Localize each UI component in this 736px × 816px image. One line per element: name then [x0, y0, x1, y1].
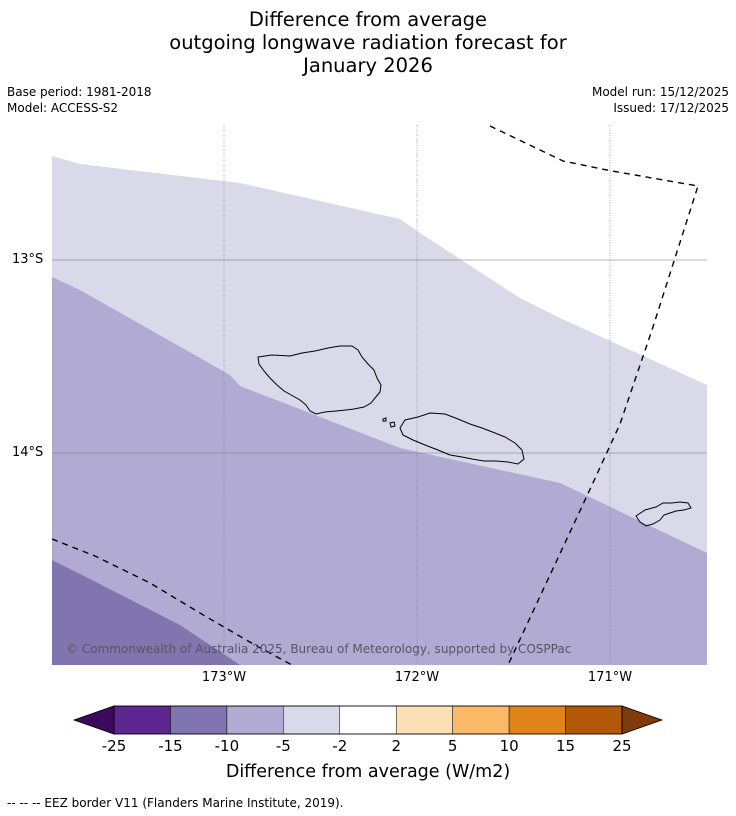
gridlines [52, 125, 707, 665]
colorbar-tick-label: 10 [499, 737, 519, 755]
colorbar-cell [339, 705, 397, 735]
colorbar-tick-label: -25 [101, 737, 127, 755]
colorbar-frame [113, 705, 623, 735]
lon-label-173w: 173°W [201, 670, 247, 685]
colorbar-extend-max [621, 705, 664, 735]
model-run: Model run: 15/12/2025 [591, 85, 729, 99]
eez-border-west [51, 538, 293, 666]
colorbar-tick-label: -10 [214, 737, 240, 755]
base-period: Base period: 1981-2018 [7, 85, 152, 99]
colorbar-cell [508, 705, 566, 735]
eez-border-east [489, 125, 699, 666]
meta-right: Model run: 15/12/2025 Issued: 17/12/2025 [592, 84, 729, 116]
eez-border [51, 125, 699, 666]
lat-label-13s: 13°S [12, 252, 44, 267]
colorbar-cell [283, 705, 341, 735]
eez-footnote: -- -- -- EEZ border V11 (Flanders Marine… [7, 796, 344, 810]
savaii-island [257, 345, 382, 415]
colorbar-tick-label: -5 [275, 737, 291, 755]
colorbar-extend-min [72, 705, 115, 735]
colorbar-cell [113, 705, 171, 735]
colorbar-tick-label: 15 [556, 737, 576, 755]
copyright-notice: © Commonwealth of Australia 2025, Bureau… [66, 642, 572, 656]
title-line-2: outgoing longwave radiation forecast for [169, 31, 567, 54]
island-outlines [257, 345, 692, 527]
anomaly-band-dark [52, 560, 240, 665]
anomaly-band-medium [52, 277, 707, 665]
title-line-3: January 2026 [303, 54, 433, 77]
colorbar-tick-label: -2 [332, 737, 348, 755]
lat-label-14s: 14°S [12, 445, 44, 460]
colorbar-tick-label: 2 [391, 737, 401, 755]
model-name: Model: ACCESS-S2 [7, 101, 119, 115]
colorbar-cell [395, 705, 453, 735]
colorbar-tick-label: 25 [612, 737, 632, 755]
chart-title: Difference from average outgoing longwav… [0, 8, 736, 77]
map-panel [51, 125, 707, 666]
lon-label-172w: 172°W [394, 670, 440, 685]
colorbar-label: Difference from average (W/m2) [225, 762, 511, 782]
colorbar-tick-label: 5 [447, 737, 458, 755]
manono-apolima-islets [382, 417, 396, 428]
title-line-1: Difference from average [248, 8, 488, 31]
issued-date: Issued: 17/12/2025 [613, 101, 729, 115]
colorbar-cell [170, 705, 228, 735]
colorbar [72, 705, 664, 735]
colorbar-cell [452, 705, 510, 735]
lon-label-171w: 171°W [587, 670, 633, 685]
tutuila-island [635, 501, 692, 527]
colorbar-cell [565, 705, 623, 735]
colorbar-cell [226, 705, 284, 735]
upolu-island [399, 412, 525, 465]
meta-left: Base period: 1981-2018 Model: ACCESS-S2 [7, 84, 152, 116]
colorbar-tick-label: -15 [158, 737, 183, 755]
